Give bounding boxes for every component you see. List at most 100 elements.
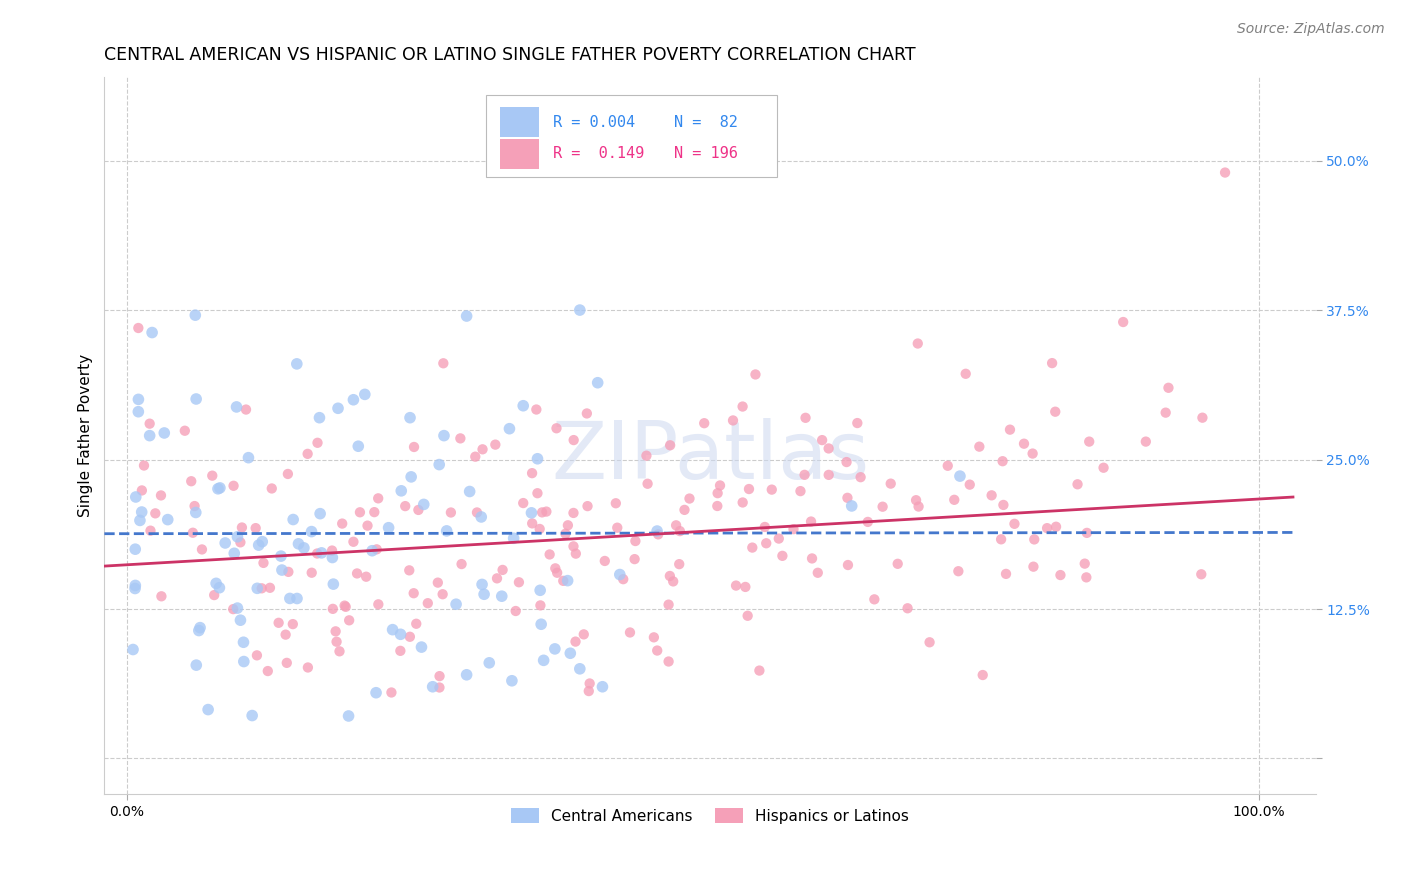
Point	[307, 435, 329, 450]
Point	[422, 680, 444, 694]
Point	[285, 357, 308, 371]
Point	[678, 491, 700, 506]
Point	[1040, 356, 1063, 370]
Point	[367, 598, 389, 612]
Point	[471, 577, 494, 591]
Point	[240, 708, 263, 723]
Point	[737, 608, 759, 623]
Point	[502, 531, 524, 545]
Point	[456, 667, 478, 681]
Point	[1004, 516, 1026, 531]
Point	[557, 574, 579, 588]
Point	[533, 653, 555, 667]
Point	[270, 549, 292, 563]
Point	[560, 646, 582, 660]
Point	[544, 641, 567, 656]
Point	[936, 458, 959, 473]
Point	[972, 668, 994, 682]
Point	[247, 538, 270, 552]
Point	[575, 407, 598, 421]
Point	[353, 387, 375, 401]
Point	[1154, 406, 1177, 420]
Point	[205, 576, 228, 591]
Point	[1049, 568, 1071, 582]
Point	[181, 525, 204, 540]
Point	[399, 470, 422, 484]
Point	[980, 488, 1002, 502]
Point	[389, 644, 412, 658]
Point	[250, 582, 273, 596]
Point	[321, 550, 343, 565]
Point	[811, 433, 834, 447]
Point	[990, 533, 1012, 547]
Text: R = 0.004: R = 0.004	[553, 114, 634, 129]
Point	[526, 451, 548, 466]
Point	[658, 655, 681, 669]
Point	[770, 549, 793, 563]
Point	[322, 602, 344, 616]
Point	[349, 505, 371, 519]
Point	[1191, 410, 1213, 425]
Point	[905, 493, 928, 508]
Point	[624, 534, 647, 549]
Point	[538, 548, 561, 562]
Point	[309, 507, 332, 521]
Point	[127, 405, 149, 419]
Point	[153, 425, 176, 440]
Point	[731, 400, 754, 414]
Point	[226, 601, 249, 615]
Point	[955, 367, 977, 381]
Point	[342, 392, 364, 407]
Point	[229, 535, 252, 549]
Point	[246, 648, 269, 663]
Point	[846, 416, 869, 430]
Point	[673, 503, 696, 517]
Point	[564, 634, 586, 648]
Point	[444, 597, 467, 611]
Text: R =  0.149: R = 0.149	[553, 146, 644, 161]
Point	[180, 474, 202, 488]
Point	[1092, 460, 1115, 475]
Point	[1189, 567, 1212, 582]
Point	[124, 542, 146, 557]
Point	[149, 488, 172, 502]
Point	[524, 402, 547, 417]
Point	[562, 506, 585, 520]
Point	[863, 592, 886, 607]
Point	[184, 506, 207, 520]
Point	[731, 495, 754, 509]
Point	[591, 680, 613, 694]
Point	[347, 439, 370, 453]
Point	[619, 625, 641, 640]
Point	[605, 496, 627, 510]
Point	[837, 491, 859, 505]
Point	[125, 490, 148, 504]
Point	[188, 621, 211, 635]
Point	[800, 515, 823, 529]
Point	[191, 542, 214, 557]
Point	[143, 507, 166, 521]
Point	[782, 522, 804, 536]
Point	[508, 575, 530, 590]
Point	[225, 400, 247, 414]
Point	[256, 664, 278, 678]
Point	[562, 433, 585, 447]
FancyBboxPatch shape	[486, 95, 776, 178]
Point	[949, 469, 972, 483]
Point	[645, 524, 668, 538]
Point	[471, 442, 494, 457]
Point	[411, 640, 433, 654]
Point	[520, 506, 543, 520]
Point	[835, 455, 858, 469]
Point	[491, 563, 513, 577]
Point	[536, 505, 558, 519]
Point	[127, 392, 149, 407]
Point	[381, 623, 404, 637]
Point	[470, 510, 492, 524]
Point	[186, 658, 208, 673]
Point	[322, 577, 344, 591]
Point	[326, 401, 349, 416]
Point	[505, 604, 527, 618]
Point	[124, 582, 146, 596]
Point	[553, 574, 575, 588]
